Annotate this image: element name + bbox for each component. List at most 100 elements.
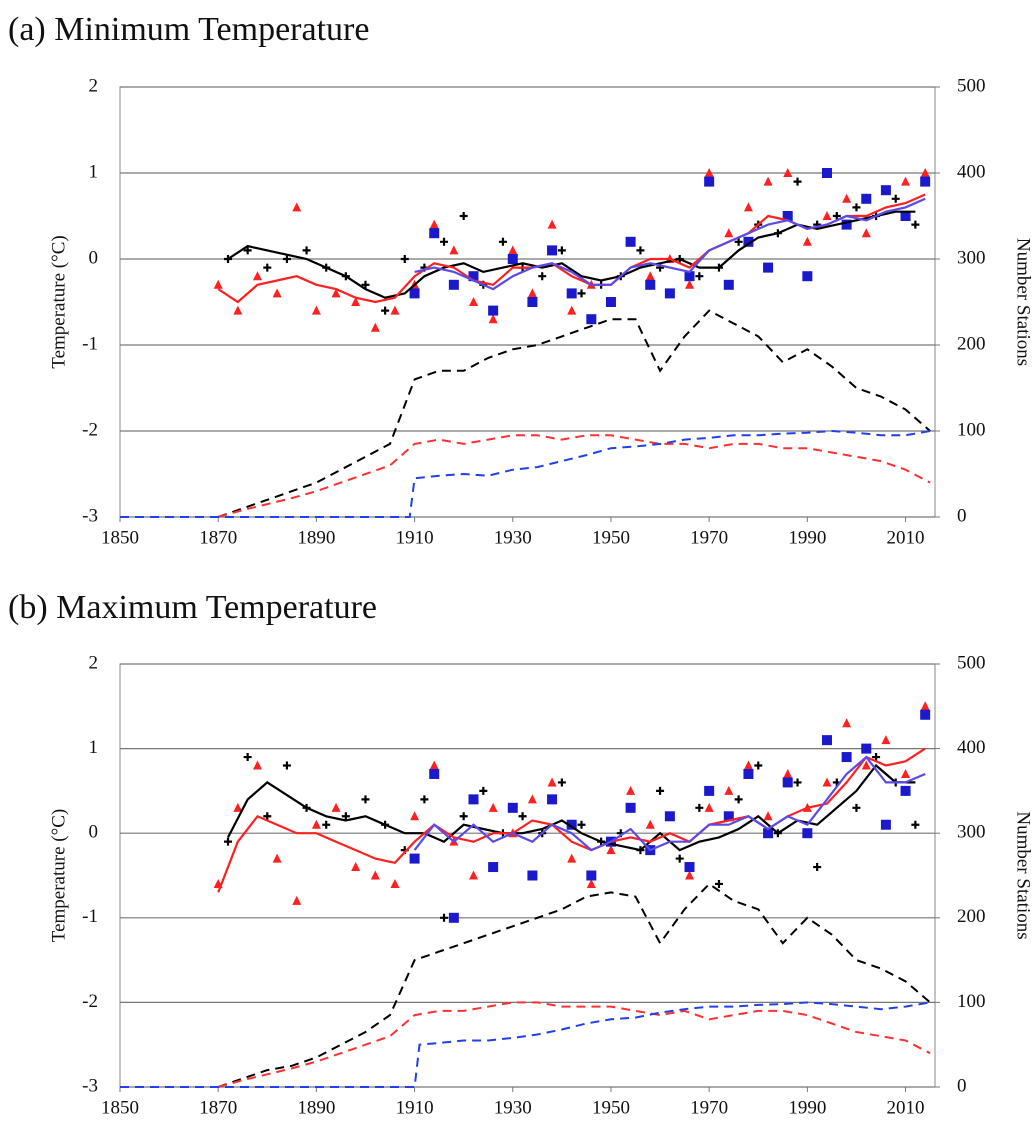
triangle-marker (763, 811, 773, 821)
x-tick-label: 1930 (494, 1097, 532, 1118)
plus-marker (911, 820, 920, 829)
triangle-marker (429, 760, 439, 770)
triangle-marker (311, 305, 321, 315)
triangle-marker (468, 297, 478, 306)
plus-marker (852, 803, 861, 812)
plus-marker (341, 812, 350, 821)
plus-marker (793, 778, 802, 787)
x-tick-label: 1970 (690, 1097, 728, 1118)
station-count-line (217, 882, 931, 1088)
square-marker (645, 279, 656, 290)
triangle-marker (272, 288, 282, 298)
triangle-marker (527, 794, 537, 804)
triangle-marker (822, 211, 832, 220)
triangle-marker (861, 760, 871, 770)
plus-marker (714, 879, 723, 888)
x-tick-label: 2010 (887, 527, 925, 548)
square-marker (861, 743, 872, 754)
square-marker (429, 228, 440, 239)
chart-title: (b) Maximum Temperature (8, 589, 377, 626)
triangle-marker (390, 878, 400, 888)
plus-marker (734, 237, 743, 246)
plus-marker (557, 778, 566, 787)
triangle-marker (783, 168, 793, 177)
triangle-marker (252, 760, 262, 770)
x-tick-label: 1870 (199, 1097, 237, 1118)
square-marker (900, 785, 911, 796)
square-marker (900, 211, 911, 221)
square-marker (782, 211, 793, 221)
plus-marker (282, 255, 291, 263)
triangle-marker (311, 819, 321, 829)
square-marker (920, 176, 931, 187)
triangle-marker (685, 870, 695, 880)
triangle-marker (645, 271, 655, 281)
triangle-marker (351, 862, 361, 872)
x-tick-label: 1950 (592, 527, 630, 548)
y2-tick-label: 0 (957, 505, 967, 526)
triangle-marker (488, 314, 498, 324)
square-marker (468, 271, 479, 282)
y2-tick-label: 100 (957, 419, 986, 440)
station-count-line (120, 1001, 931, 1088)
triangle-marker (351, 297, 361, 306)
plus-marker (361, 795, 370, 804)
smoothed-line (217, 747, 926, 893)
x-tick-label: 1970 (690, 527, 728, 548)
plus-marker (813, 863, 822, 872)
plus-marker (636, 246, 645, 255)
plus-marker (420, 795, 429, 804)
square-marker (507, 254, 518, 264)
triangle-marker (410, 811, 420, 821)
triangle-marker (547, 777, 557, 787)
plus-marker (302, 246, 311, 255)
square-marker (723, 279, 734, 290)
plus-marker (557, 246, 566, 255)
y2-tick-label: 400 (957, 161, 986, 182)
triangle-marker (390, 305, 400, 315)
plus-marker (538, 272, 547, 281)
square-marker (704, 785, 715, 796)
plus-marker (872, 753, 881, 762)
plus-marker (440, 237, 449, 246)
triangle-marker (920, 701, 930, 711)
square-marker (880, 819, 891, 830)
triangle-marker (468, 870, 478, 880)
chart-title: (a) Minimum Temperature (8, 11, 369, 48)
triangle-marker (292, 202, 302, 212)
plus-marker (695, 272, 704, 281)
square-marker (684, 862, 695, 873)
square-marker (409, 288, 420, 299)
y-tick-label: -1 (82, 333, 98, 354)
triangle-marker (233, 305, 243, 315)
square-marker (802, 828, 813, 839)
plus-marker (675, 854, 684, 863)
triangle-marker (213, 279, 223, 289)
triangle-marker (724, 785, 734, 795)
y-axis-label: Temperature (°C) (48, 235, 69, 368)
square-marker (861, 193, 872, 204)
square-marker (429, 768, 440, 779)
square-marker (664, 811, 675, 822)
triangle-marker (606, 845, 616, 855)
x-tick-label: 1870 (199, 527, 237, 548)
smoothed-line (413, 755, 926, 852)
smoothed-line (414, 197, 926, 291)
plus-marker (361, 280, 370, 289)
plus-marker (911, 220, 920, 229)
plus-marker (263, 812, 272, 821)
square-marker (625, 802, 636, 813)
x-tick-label: 1910 (396, 1097, 434, 1118)
y2-tick-label: 400 (957, 737, 986, 758)
x-tick-label: 1910 (396, 527, 434, 548)
y-axis-label: Temperature (°C) (48, 809, 69, 942)
plus-marker (577, 820, 586, 829)
triangle-marker (685, 279, 695, 289)
triangle-marker (861, 228, 871, 238)
triangle-marker (449, 245, 459, 255)
plus-marker (459, 812, 468, 821)
plus-marker (381, 306, 390, 315)
triangle-marker (508, 245, 518, 255)
triangle-marker (272, 853, 282, 863)
